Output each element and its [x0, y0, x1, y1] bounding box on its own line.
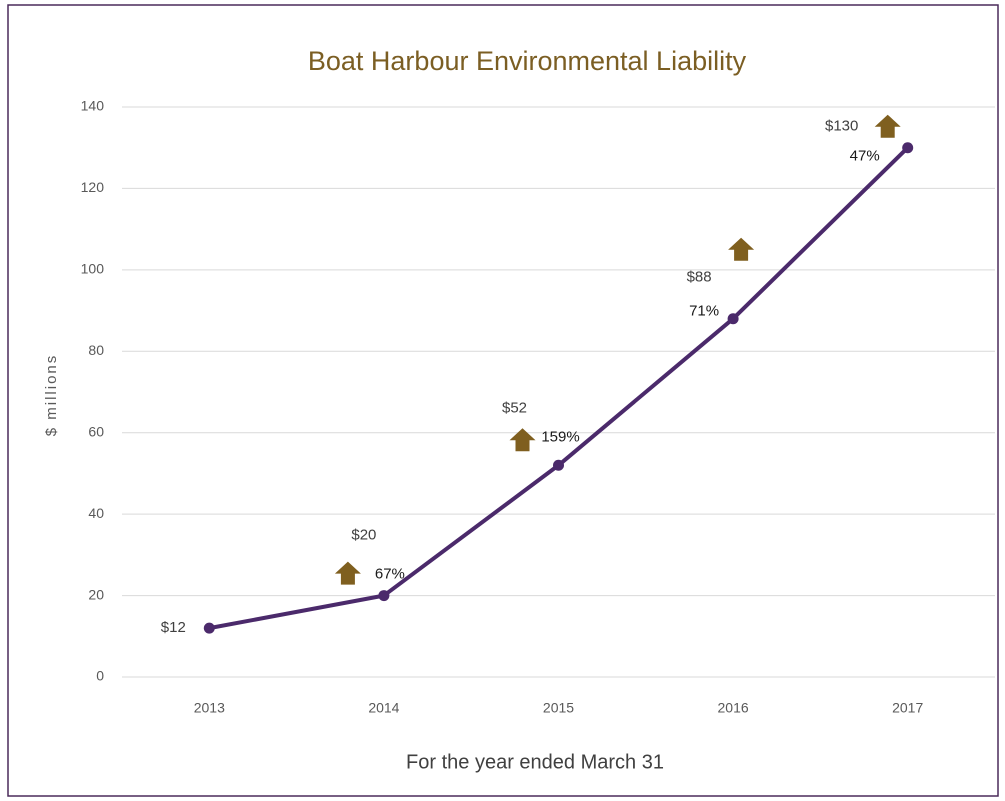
value-label: $20 — [351, 527, 376, 544]
data-point — [203, 622, 215, 634]
y-tick-label: 80 — [88, 342, 104, 358]
y-tick-label: 120 — [81, 179, 105, 195]
x-tick-label: 2017 — [892, 700, 923, 716]
x-tick-label: 2016 — [718, 700, 749, 716]
growth-label: 67% — [375, 566, 405, 583]
frame — [7, 4, 999, 797]
x-tick-label: 2014 — [368, 700, 399, 716]
value-label: $130 — [825, 118, 858, 135]
up-arrow — [334, 561, 361, 585]
y-tick-label: 0 — [96, 668, 104, 684]
x-axis-label: For the year ended March 31 — [406, 751, 664, 773]
y-tick-label: 20 — [88, 586, 104, 602]
value-label: $88 — [687, 269, 712, 286]
data-point — [902, 142, 914, 154]
growth-label: 71% — [689, 303, 719, 320]
y-tick-label: 140 — [81, 98, 105, 114]
x-tick-label: 2013 — [194, 700, 225, 716]
growth-label: 47% — [850, 148, 880, 165]
up-arrow — [509, 428, 536, 452]
value-label: $12 — [161, 619, 186, 636]
y-tick-label: 60 — [88, 423, 104, 439]
value-label: $52 — [502, 399, 527, 416]
chart-title: Boat Harbour Environmental Liability — [308, 46, 747, 76]
y-tick-label: 40 — [88, 505, 104, 521]
data-point — [553, 459, 564, 471]
y-axis-label: $ millions — [43, 354, 60, 437]
x-tick-label: 2015 — [543, 700, 574, 716]
up-arrow — [728, 237, 755, 261]
y-tick-label: 100 — [81, 261, 105, 277]
data-point — [727, 313, 739, 325]
growth-label: 159% — [541, 428, 579, 445]
data-point — [378, 590, 390, 602]
up-arrow — [874, 114, 901, 138]
